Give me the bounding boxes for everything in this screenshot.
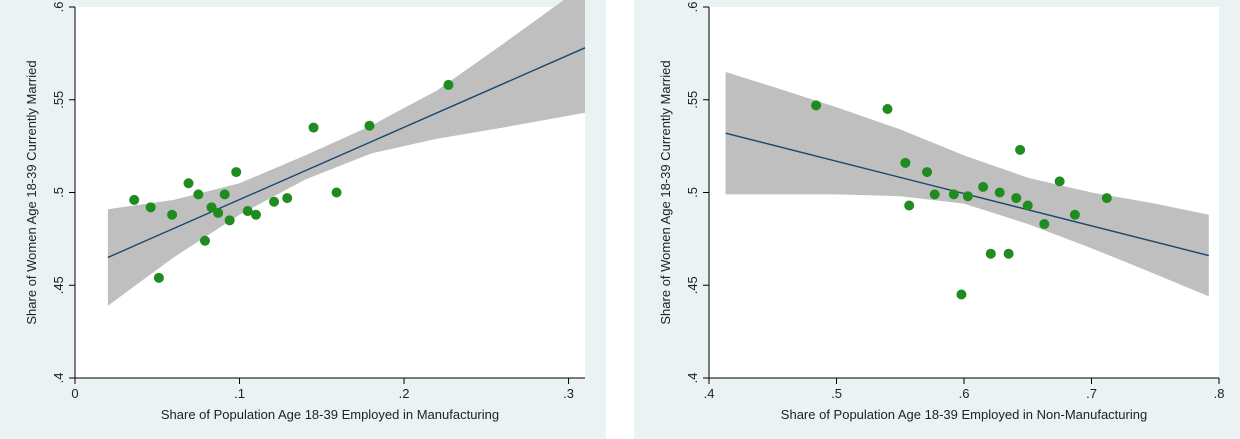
left-scatter-panel: 0 .1 .2 .3 .4 .45 .5 .55 .6 Share of Population …	[0, 0, 606, 439]
fitted-line	[107, 47, 586, 259]
data-point	[811, 100, 822, 111]
x-tick-label: .8	[1214, 386, 1225, 401]
y-tick-label: .55	[685, 91, 700, 109]
data-point	[308, 122, 319, 133]
x-tick-label: .2	[399, 386, 410, 401]
data-point	[1069, 209, 1080, 220]
data-point	[219, 189, 230, 200]
y-tick-label: .4	[51, 373, 66, 384]
y-axis-label: Share of Women Age 18-39 Currently Marri…	[24, 60, 39, 324]
data-point	[282, 193, 293, 204]
data-point	[193, 189, 204, 200]
data-point	[962, 191, 973, 202]
data-point	[948, 189, 959, 200]
data-point	[364, 120, 375, 131]
x-axis-label: Share of Population Age 18-39 Employed i…	[161, 407, 499, 422]
data-point	[978, 181, 989, 192]
x-tick-label: 0	[71, 386, 78, 401]
right-scatter-panel: .4 .5 .6 .7 .8 .4 .45 .5 .55 .6 Share of Populati…	[634, 0, 1240, 439]
data-point	[922, 167, 933, 178]
data-point	[994, 187, 1005, 198]
y-tick-label: .5	[51, 187, 66, 198]
y-tick-label: .5	[685, 187, 700, 198]
confidence-band	[725, 71, 1209, 297]
data-point	[145, 202, 156, 213]
data-point	[882, 104, 893, 115]
data-point	[199, 235, 210, 246]
x-tick-label: .5	[831, 386, 842, 401]
data-point	[1003, 248, 1014, 259]
data-point	[929, 189, 940, 200]
data-point	[1054, 176, 1065, 187]
data-point	[1039, 219, 1050, 230]
data-point	[269, 196, 280, 207]
x-tick-label: .1	[234, 386, 245, 401]
data-point	[1015, 144, 1026, 155]
data-point	[231, 167, 242, 178]
x-tick-label: .7	[1086, 386, 1097, 401]
data-point	[443, 79, 454, 90]
y-axis-label: Share of Women Age 18-39 Currently Marri…	[658, 60, 673, 324]
data-point	[242, 206, 253, 217]
x-axis-label: Share of Population Age 18-39 Employed i…	[781, 407, 1147, 422]
x-tick-label: .6	[959, 386, 970, 401]
data-point	[206, 202, 217, 213]
data-point	[213, 207, 224, 218]
y-tick-label: .4	[685, 373, 700, 384]
y-tick-label: .45	[685, 276, 700, 294]
data-point	[985, 248, 996, 259]
y-tick-label: .6	[51, 2, 66, 13]
data-point	[153, 272, 164, 283]
data-point	[1101, 193, 1112, 204]
data-point	[900, 157, 911, 168]
x-tick-label: .3	[563, 386, 574, 401]
x-tick-label: .4	[704, 386, 715, 401]
non-manufacturing-scatter-chart: .4 .5 .6 .7 .8 .4 .45 .5 .55 .6 Share of Populati…	[634, 0, 1240, 439]
manufacturing-scatter-chart: 0 .1 .2 .3 .4 .45 .5 .55 .6 Share of Population …	[0, 0, 606, 439]
y-tick-label: .55	[51, 91, 66, 109]
data-point	[224, 215, 235, 226]
data-point	[183, 178, 194, 189]
data-point	[904, 200, 915, 211]
data-point	[1011, 193, 1022, 204]
data-point	[167, 209, 178, 220]
data-point	[956, 289, 967, 300]
y-tick-label: .45	[51, 276, 66, 294]
data-point	[129, 194, 140, 205]
data-point	[1022, 200, 1033, 211]
data-point	[331, 187, 342, 198]
y-tick-label: .6	[685, 2, 700, 13]
data-point	[250, 209, 261, 220]
